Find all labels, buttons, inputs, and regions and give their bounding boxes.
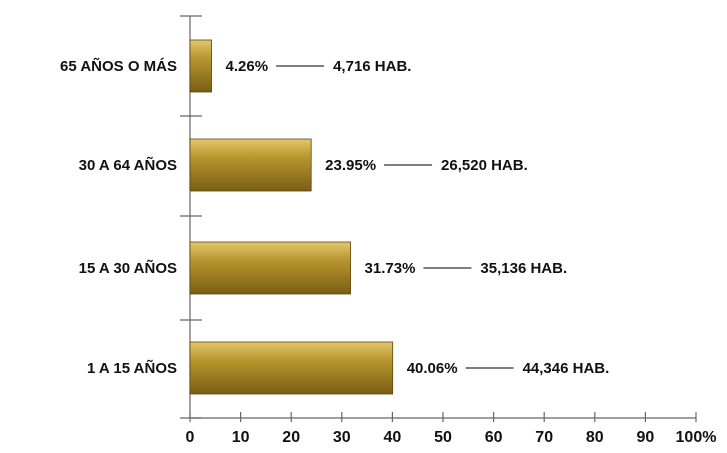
percent-label: 31.73% — [365, 260, 416, 277]
label-group: 65 AÑOS O MÁS 4.26% 4,716 HAB. 30 A 64 AÑOS… — [60, 57, 609, 377]
x-tick-label: 100% — [676, 429, 717, 446]
x-tick-label: 30 — [333, 429, 351, 446]
population-label: 26,520 HAB. — [441, 157, 528, 174]
x-tick-label: 70 — [535, 429, 553, 446]
category-label: 30 A 64 AÑOS — [79, 156, 177, 174]
bar — [189, 39, 212, 93]
x-tick-label: 90 — [637, 429, 655, 446]
population-label: 44,346 HAB. — [523, 360, 610, 377]
percent-label: 40.06% — [407, 360, 458, 377]
population-label: 35,136 HAB. — [480, 260, 567, 277]
category-label: 1 A 15 AÑOS — [87, 359, 177, 377]
bar — [189, 138, 312, 192]
bar — [189, 341, 394, 395]
x-tick-label: 80 — [586, 429, 604, 446]
x-tick-label: 60 — [485, 429, 503, 446]
x-tick-label: 10 — [232, 429, 250, 446]
population-label: 4,716 HAB. — [333, 58, 411, 75]
bar-group — [189, 39, 394, 395]
category-label: 65 AÑOS O MÁS — [60, 57, 177, 75]
x-tick-label: 20 — [282, 429, 300, 446]
x-tick-label: 40 — [384, 429, 402, 446]
x-tick-label: 50 — [434, 429, 452, 446]
category-label: 15 A 30 AÑOS — [79, 259, 177, 277]
percent-label: 4.26% — [226, 58, 269, 75]
percent-label: 23.95% — [325, 157, 376, 174]
x-tick-label: 0 — [186, 429, 195, 446]
bar — [189, 241, 351, 295]
chart-axes: 0 10 20 30 40 50 60 70 80 90 100% — [180, 15, 717, 446]
